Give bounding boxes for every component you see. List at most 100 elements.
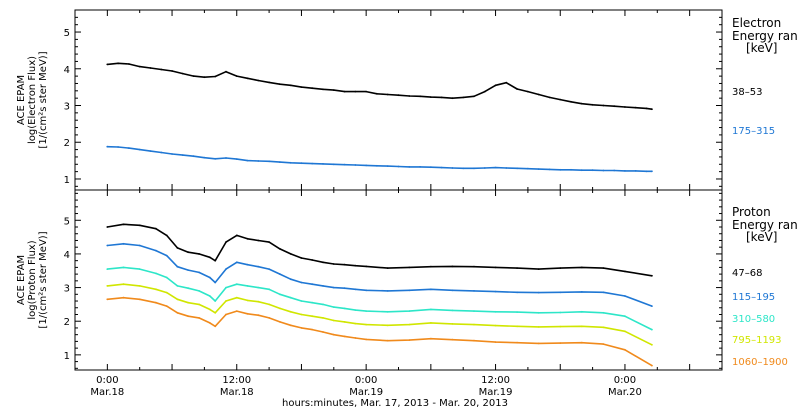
electron-series-0-point — [192, 75, 195, 77]
series-layer — [106, 62, 653, 367]
electron-ylabel-line-2: log(Electron Flux) — [27, 56, 38, 144]
proton-series-3-point — [430, 322, 432, 324]
proton-legend-item-3: 795–1193 — [732, 335, 782, 346]
proton-series-4-point — [289, 324, 292, 327]
proton-series-3-point — [537, 326, 540, 328]
proton-series-4-point — [198, 317, 200, 319]
electron-ylabel-line-3: [1/(cm²s ster MeV)] — [38, 51, 49, 148]
electron-series-0-point — [225, 70, 227, 73]
electron-series-1-point — [117, 146, 119, 148]
proton-series-4-point — [386, 339, 389, 342]
proton-series-1-point — [365, 289, 368, 292]
proton-series-1-point — [289, 278, 292, 281]
proton-series-0-point — [354, 264, 357, 267]
proton-series-2-point — [322, 303, 324, 306]
proton-series-1-point — [354, 288, 357, 291]
electron-series-0-point — [343, 90, 346, 93]
proton-ytick-label: 5 — [64, 216, 70, 227]
proton-series-4-point — [300, 327, 303, 329]
electron-series-0-point — [246, 77, 249, 80]
proton-series-0-point — [235, 234, 238, 237]
electron-series-1-point — [268, 160, 270, 163]
proton-series-3-point — [580, 325, 583, 328]
proton-series-1-point — [106, 244, 109, 247]
proton-series-2-point — [300, 300, 303, 302]
electron-series-1-point — [527, 167, 529, 170]
electron-series-0-point — [430, 96, 432, 98]
electron-series-1-point — [451, 167, 454, 169]
proton-series-0-point — [246, 237, 249, 240]
proton-panel-frame — [74, 189, 723, 371]
proton-series-0-point — [279, 248, 281, 250]
proton-series-1-point — [187, 269, 190, 271]
proton-series-2-point — [386, 310, 389, 313]
proton-series-2-point — [208, 295, 211, 297]
electron-series-1-point — [181, 154, 184, 157]
proton-series-4-point — [451, 338, 454, 341]
proton-series-1-point — [138, 244, 141, 247]
electron-series-0-point — [527, 90, 529, 93]
proton-series-4-point — [106, 298, 109, 301]
electron-series-0-point — [235, 75, 238, 77]
electron-series-0-point — [300, 86, 303, 88]
proton-series-2-point — [537, 311, 540, 314]
proton-series-0-point — [473, 265, 475, 268]
proton-series-4-point — [268, 317, 270, 319]
xtick-label-time: 0:00 — [614, 375, 636, 386]
proton-series-4-point — [602, 343, 605, 345]
electron-series-1-point — [473, 167, 475, 170]
proton-series-2-point — [311, 301, 314, 304]
electron-series-1-point — [203, 156, 206, 159]
proton-series-2-point — [494, 310, 497, 313]
proton-series-1-point — [235, 261, 238, 264]
electron-series-0-point — [634, 106, 637, 109]
proton-series-2-point — [602, 311, 605, 314]
electron-series-0-point — [570, 100, 572, 103]
electron-series-0-point — [106, 63, 109, 66]
proton-series-1-point — [311, 283, 314, 286]
electron-series-1-line — [107, 145, 652, 173]
electron-ytick-label: 5 — [64, 28, 70, 39]
proton-ytick-label: 3 — [64, 284, 70, 295]
proton-series-3-point — [176, 298, 179, 301]
electron-legend-title-1: Electron — [732, 16, 781, 30]
proton-series-0-point — [208, 256, 211, 259]
proton-series-2-point — [559, 311, 562, 314]
electron-series-0-point — [419, 95, 421, 98]
proton-series-3-point — [268, 303, 270, 306]
proton-series-0-point — [332, 263, 335, 265]
proton-series-0-point — [311, 259, 314, 261]
electron-series-0-point — [322, 88, 324, 91]
electron-series-0-point — [494, 84, 497, 87]
proton-series-1-point — [165, 254, 168, 257]
proton-ylabel-line-2: log(Proton Flux) — [27, 240, 38, 319]
electron-legend-title-2: Energy ran — [732, 29, 798, 43]
electron-series-1-point — [645, 170, 648, 173]
electron-series-1-point — [225, 157, 227, 159]
electron-series-1-point — [235, 158, 238, 161]
proton-series-0-point — [408, 266, 411, 269]
proton-series-0-point — [451, 265, 454, 268]
proton-series-0-point — [155, 227, 157, 230]
proton-series-3-line — [107, 283, 653, 346]
proton-series-3-point — [365, 323, 368, 326]
proton-series-3-point — [651, 343, 653, 346]
electron-series-1-point — [580, 169, 583, 172]
proton-series-1-point — [651, 305, 653, 307]
proton-series-3-point — [473, 323, 475, 326]
proton-series-0-point — [198, 253, 200, 255]
proton-series-1-point — [225, 268, 227, 270]
electron-series-1-point — [149, 150, 152, 153]
electron-series-1-point — [602, 169, 605, 172]
proton-series-4-point — [225, 313, 227, 316]
electron-series-0-point — [645, 107, 648, 110]
electron-legend-item-0: 38–53 — [732, 87, 762, 98]
proton-series-3-point — [332, 319, 335, 322]
proton-series-1-point — [602, 291, 605, 294]
proton-series-4-point — [332, 333, 335, 336]
proton-series-3-point — [451, 323, 454, 325]
electron-ytick-label: 1 — [64, 175, 70, 186]
electron-series-0-point — [613, 105, 616, 108]
electron-series-1-point — [624, 170, 626, 172]
electron-series-1-point — [548, 168, 551, 171]
